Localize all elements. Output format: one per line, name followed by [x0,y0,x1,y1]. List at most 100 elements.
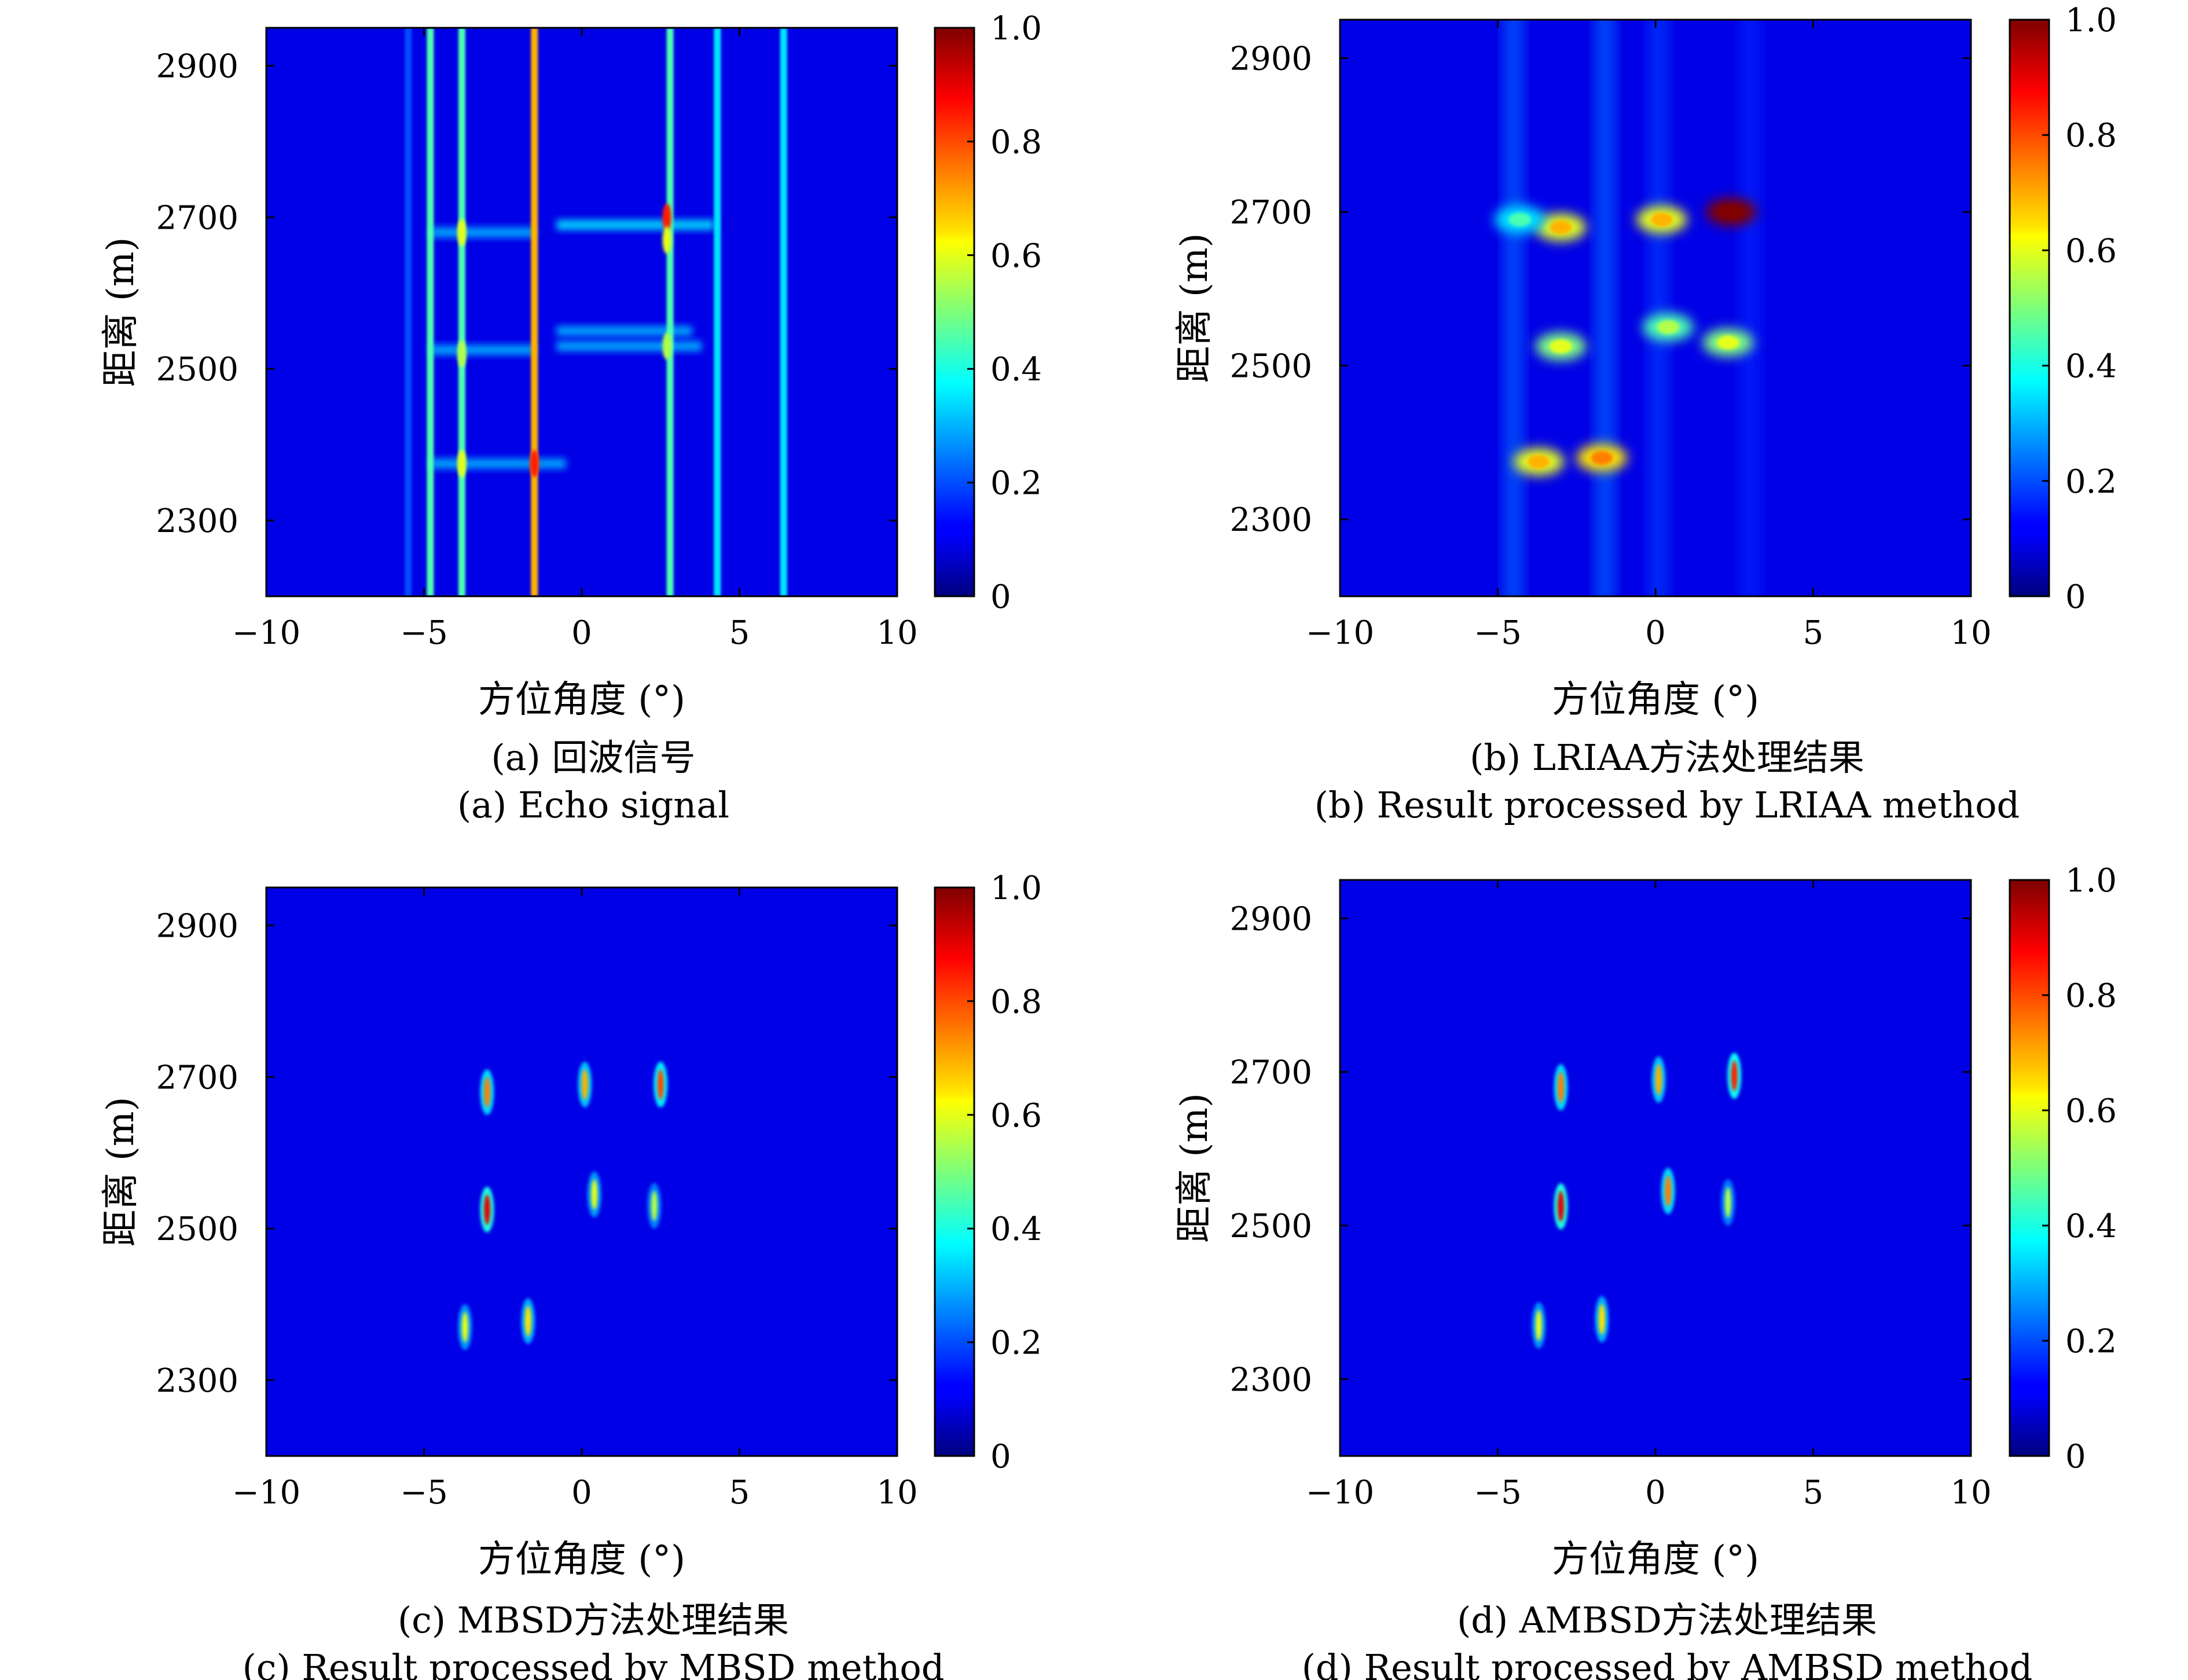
vertical-band-2 [1650,20,1667,596]
x-tick-label: 10 [876,614,917,652]
y-axis-label: 距离 (m) [1173,1093,1216,1243]
heatmap-area [458,1062,668,1350]
colorbar-tick-label: 0.6 [2065,232,2117,270]
target-point-core [591,1179,598,1210]
y-tick-label: 2700 [1229,1054,1312,1092]
vertical-band-0 [1506,20,1522,596]
target-point-5 [1721,1179,1735,1226]
x-tick-label: 5 [729,1474,750,1512]
horizontal-streak-5 [430,458,566,469]
target-point-core [1665,1175,1672,1206]
colorbar-gradient [935,28,974,596]
vertical-band-1 [1597,20,1613,596]
x-tick-label: 0 [1645,614,1666,652]
x-axis-label: 方位角度 (°) [478,1538,685,1581]
horizontal-streak-1 [556,219,714,230]
vertical-line-0 [405,28,412,596]
colorbar-tick-label: 0.8 [2065,117,2117,155]
caption-english: (a) Echo signal [457,784,729,826]
chart-panel-a: −10 −5 0 5 10 2300 2500 2700 2900 方位角度 (°) 距离 (m) 0… [100,10,1042,826]
hotspot-6 [662,332,671,360]
x-tick-label: 0 [571,614,592,652]
y-tick-label: 2500 [1229,1208,1312,1245]
hotspot-1 [662,226,671,254]
blob-core-3 [1720,205,1742,219]
heatmap-area [405,28,787,596]
x-tick-label: −10 [1306,1474,1374,1512]
vertical-band-3 [1742,20,1759,596]
heatmap-background [266,28,897,596]
hotspot-5 [530,450,539,478]
x-tick-label: −10 [232,1474,300,1512]
horizontal-streak-0 [430,227,535,238]
target-point-core [484,1077,490,1107]
y-tick-label: 2300 [156,1362,238,1400]
y-tick-label: 2500 [156,351,238,388]
caption-english: (b) Result processed by LRIAA method [1315,784,2020,826]
target-point-3 [480,1187,494,1233]
colorbar-frame [934,886,975,1457]
x-tick-label: 10 [1950,1474,1991,1512]
target-point-core [657,1069,664,1100]
blob-core-8 [1591,451,1613,465]
colorbar-tick-label: 1.0 [2065,2,2117,39]
colorbar-tick-label: 0.8 [990,983,1042,1021]
x-tick-label: 5 [1803,614,1824,652]
y-axis-label: 距离 (m) [1173,233,1216,383]
target-point-core [1598,1304,1605,1335]
vertical-band-4 [1862,20,1878,596]
colorbar-tick-label: 0 [2065,1438,2086,1476]
x-tick-label: −10 [232,614,300,652]
colorbar-frame [934,27,975,597]
target-point-core [1724,1187,1731,1218]
x-tick-label: −5 [1474,1474,1522,1512]
colorbar-tick-label: 0.8 [990,123,1042,161]
colorbar-tick-label: 0.2 [2065,1323,2117,1360]
colorbar-gradient [2010,20,2049,596]
caption-chinese: (a) 回波信号 [491,736,695,779]
caption-english: (d) Result processed by AMBSD method [1302,1646,2033,1680]
target-point-4 [587,1172,601,1217]
colorbar-tick-label: 0 [990,1438,1011,1476]
x-tick-label: 10 [1950,614,1991,652]
vertical-line-5 [714,28,721,596]
blob-core-6 [1717,335,1739,350]
heatmap-area [1495,20,1878,596]
y-tick-label: 2900 [156,47,238,85]
colorbar-tick-label: 0 [990,578,1011,616]
heatmap-background [1340,880,1971,1456]
x-tick-label: 10 [876,1474,917,1512]
caption-chinese: (d) AMBSD方法处理结果 [1457,1599,1877,1641]
target-point-2 [654,1062,668,1107]
colorbar-tick-label: 0 [2065,578,2086,616]
colorbar-tick-label: 0.6 [990,237,1042,275]
target-point-1 [1651,1057,1666,1103]
y-tick-label: 2300 [1229,1361,1312,1399]
heatmap-background [266,887,897,1456]
blob-core-4 [1550,339,1572,354]
x-tick-label: 0 [571,1474,592,1512]
colorbar-frame [2009,19,2050,597]
target-point-core [1535,1309,1542,1341]
colorbar-tick-label: 0.4 [990,1211,1042,1248]
target-point-0 [480,1069,494,1115]
colorbar-tick-label: 0.2 [990,465,1042,502]
vertical-line-4 [666,28,674,596]
y-tick-label: 2300 [1229,501,1312,539]
colorbar-tick-label: 0.2 [990,1325,1042,1362]
target-point-1 [578,1062,592,1107]
x-tick-label: −5 [400,1474,448,1512]
y-tick-label: 2900 [156,907,238,945]
colorbar-tick-label: 0.4 [990,351,1042,388]
chart-panel-b: −10 −5 0 5 10 2300 2500 2700 2900 方位角度 (°) 距离 (m) 0… [1173,2,2117,826]
hotspot-0 [662,203,671,231]
colorbar-tick-label: 0.4 [2065,1208,2117,1245]
y-axis-label: 距离 (m) [100,1097,142,1247]
horizontal-streak-4 [556,341,702,351]
colorbar-tick-label: 1.0 [990,10,1042,47]
target-point-core [1655,1064,1662,1095]
x-tick-label: −5 [1474,614,1522,652]
blob-core-7 [1528,454,1550,469]
x-tick-label: −10 [1306,614,1374,652]
chart-panel-d: −10 −5 0 5 10 2300 2500 2700 2900 方位角度 (°) 距离 (m) 0… [1173,862,2117,1680]
